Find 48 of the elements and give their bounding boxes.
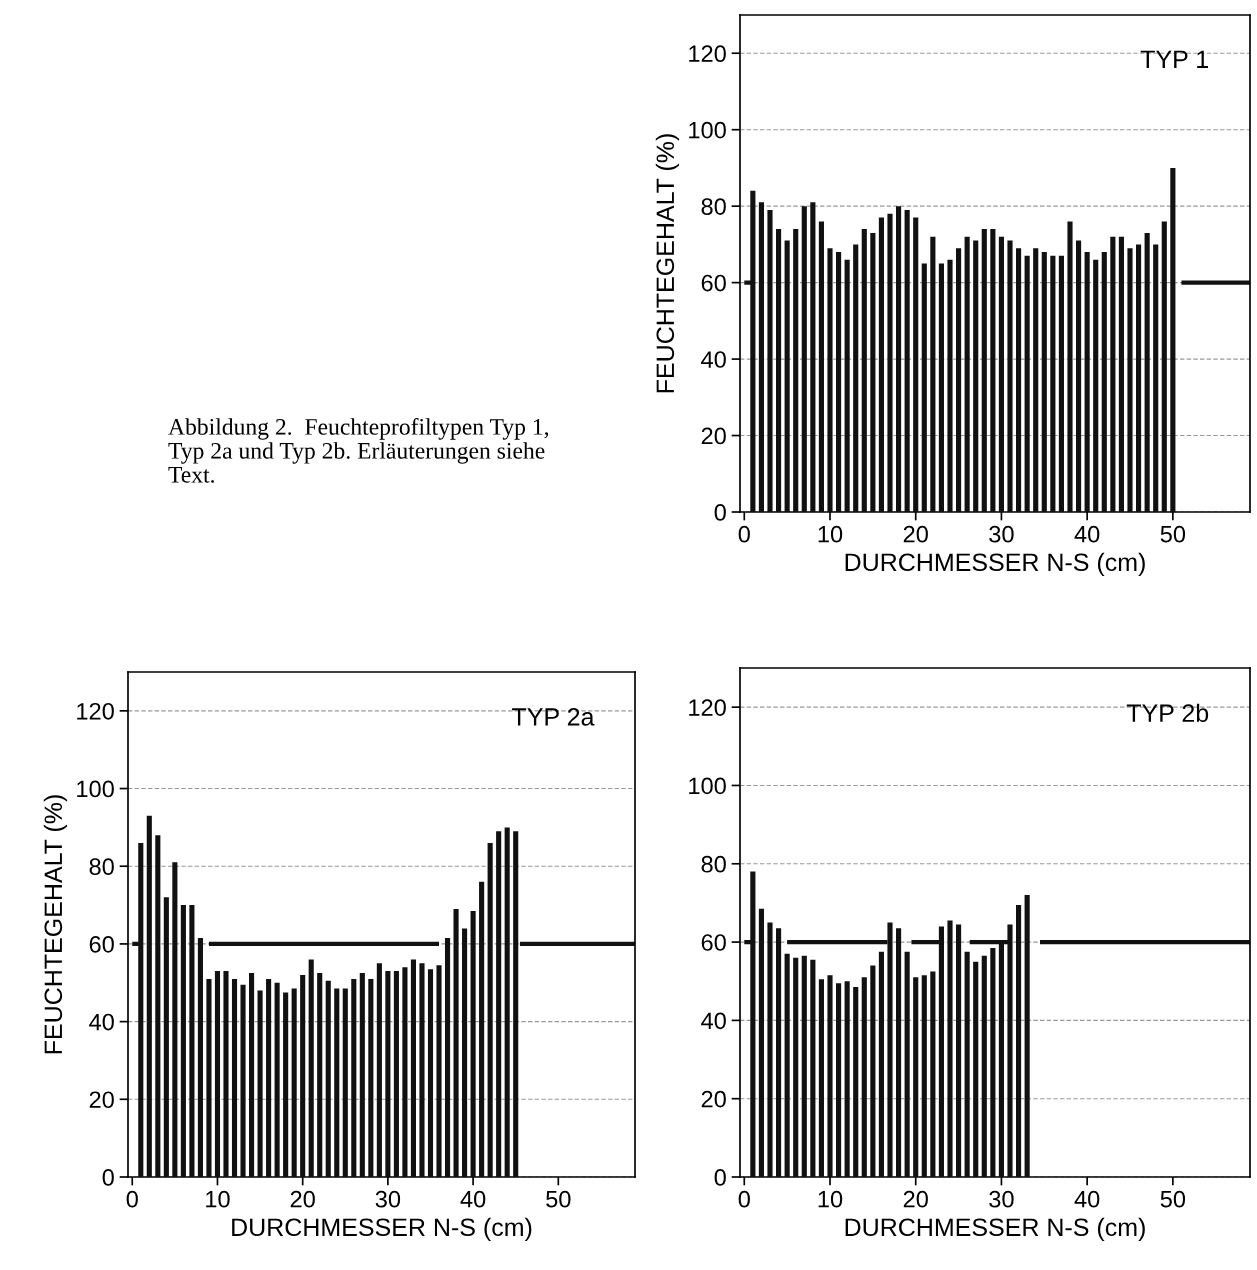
- x-tick-label: 20: [903, 525, 928, 543]
- x-tick-label: 40: [1074, 1190, 1100, 1208]
- y-tick-label: 120: [689, 699, 726, 716]
- y-tick-label: 100: [77, 780, 114, 798]
- x-tick-label: 40: [460, 1190, 486, 1208]
- x-tick-label: 30: [989, 525, 1014, 543]
- x-tick-label: 40: [1074, 525, 1100, 543]
- x-tick-label: 50: [1160, 1190, 1186, 1208]
- x-tick-label: 50: [546, 1190, 571, 1208]
- y-tick-label: 80: [701, 855, 726, 873]
- x-tick-label: 0: [126, 1190, 138, 1208]
- y-tick-label: 60: [701, 274, 726, 292]
- x-tick-label: 10: [818, 1190, 843, 1208]
- y-axis-title: FEUCHTEGEHALT (%): [655, 134, 680, 393]
- x-tick-label: 10: [206, 1190, 230, 1208]
- y-tick-label: 20: [701, 427, 726, 445]
- y-tick-label: 100: [689, 777, 726, 795]
- x-tick-label: 10: [818, 525, 843, 543]
- text: Abbildung 2. Feuchteprofiltypen Typ 1, Typ 2a und Typ 2b. Erläuterungen siehe Text.: [168, 418, 549, 483]
- y-tick-label: 0: [714, 504, 726, 521]
- y-tick-label: 40: [701, 351, 726, 368]
- y-axis-title: FEUCHTEGEHALT (%): [43, 795, 68, 1054]
- y-tick-label: 120: [689, 45, 726, 63]
- x-tick-label: 30: [375, 1190, 401, 1208]
- y-tick-label: 60: [89, 935, 114, 953]
- text: TYP 1: [1140, 50, 1208, 68]
- text: TYP 2a: [512, 708, 595, 726]
- y-tick-label: 20: [89, 1091, 114, 1109]
- y-tick-label: 120: [77, 702, 114, 720]
- x-tick-label: 0: [738, 1190, 750, 1208]
- y-tick-label: 40: [701, 1012, 726, 1030]
- y-tick-label: 0: [102, 1169, 114, 1186]
- x-tick-label: 20: [290, 1190, 315, 1208]
- y-tick-label: 20: [701, 1090, 726, 1108]
- y-tick-label: 0: [714, 1169, 726, 1186]
- x-tick-label: 50: [1160, 525, 1186, 543]
- x-tick-label: 0: [738, 525, 750, 543]
- y-tick-label: 80: [89, 858, 114, 876]
- y-tick-label: 40: [89, 1013, 114, 1031]
- x-axis-title: DURCHMESSER N-S (cm): [845, 552, 1145, 577]
- y-tick-label: 100: [689, 121, 726, 139]
- y-tick-label: 60: [701, 934, 726, 951]
- x-tick-label: 20: [903, 1190, 928, 1208]
- y-tick-label: 80: [701, 198, 726, 215]
- x-axis-title: DURCHMESSER N-S (cm): [232, 1217, 532, 1242]
- x-tick-label: 30: [989, 1190, 1014, 1208]
- x-axis-title: DURCHMESSER N-S (cm): [845, 1217, 1145, 1242]
- text: TYP 2b: [1126, 703, 1209, 722]
